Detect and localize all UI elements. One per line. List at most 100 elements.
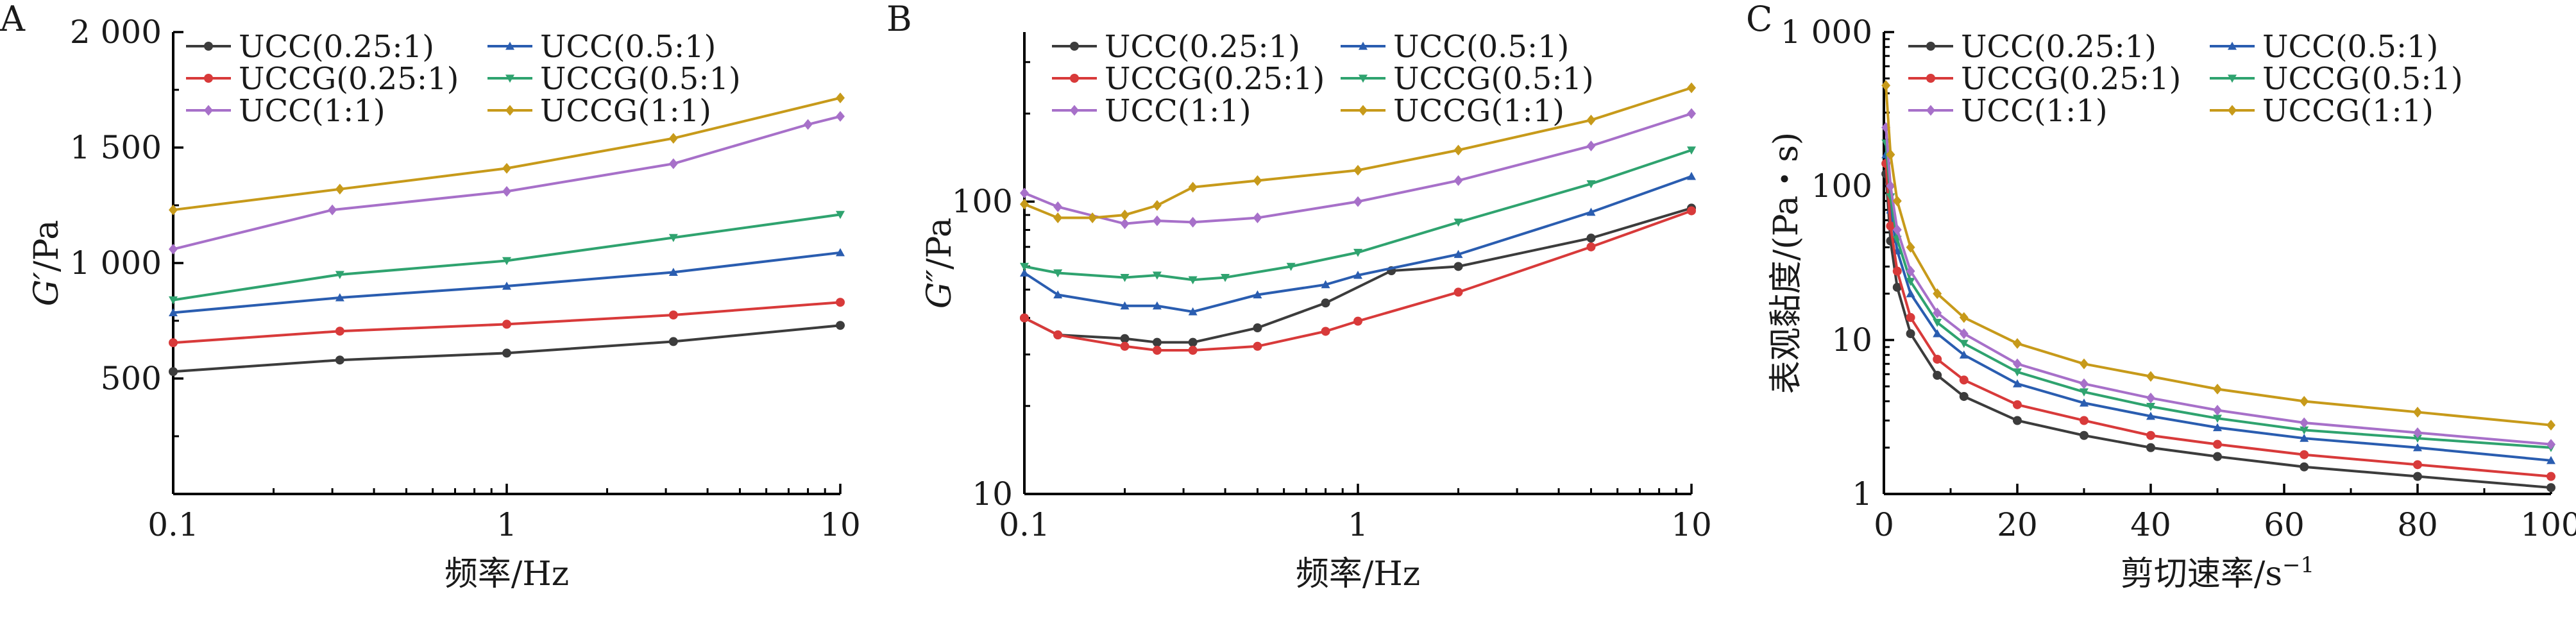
data-point-uccg-0-25-1-c xyxy=(2213,439,2222,449)
series-ucc-0-5-1-c xyxy=(1881,150,2555,464)
data-point-ucc-0-5-1-c xyxy=(2146,411,2155,420)
data-point-uccg-1-1-c xyxy=(2413,407,2422,418)
legend-b: UCC(0.25:1) UCC(0.5:1) UCCG(0.25:1) UCCG(0.… xyxy=(1052,29,1594,129)
data-point-uccg-0-25-1-b xyxy=(1120,341,1130,351)
legend-item-ucc-0-5-1-a: UCC(0.5:1) xyxy=(487,29,716,65)
x-tick-label-c: 20 xyxy=(1997,506,2038,543)
data-point-ucc-0-25-1-a xyxy=(668,337,678,346)
legend-label-c: UCCG(0.25:1) xyxy=(1961,61,2181,97)
data-point-ucc-1-1-b xyxy=(1188,217,1198,228)
data-point-ucc-1-1-c xyxy=(2300,417,2309,429)
data-point-uccg-0-25-1-c xyxy=(1906,312,1915,322)
data-point-ucc-1-1-c xyxy=(1933,307,1942,319)
data-point-ucc-0-25-1-b xyxy=(1321,298,1330,308)
data-point-uccg-0-5-1-b xyxy=(1120,273,1130,282)
data-point-ucc-1-1-b xyxy=(1353,196,1362,207)
x-tick-label-c: 60 xyxy=(2264,506,2305,543)
legend-marker-ucc-0-25-1-b xyxy=(1070,42,1079,51)
series-ucc-1-1-c xyxy=(1881,122,2555,450)
data-point-ucc-1-1-a xyxy=(668,158,678,169)
x-axis-title-c: 剪切速率/s−1 xyxy=(2121,552,2314,593)
data-point-uccg-0-25-1-b xyxy=(1687,206,1696,216)
data-point-ucc-0-5-1-b xyxy=(1253,290,1262,299)
legend-item-ucc-0-25-1-c: UCC(0.25:1) xyxy=(1908,29,2157,65)
data-point-ucc-1-1-c xyxy=(1959,328,1969,339)
data-point-ucc-0-5-1-b xyxy=(1687,171,1696,180)
legend-marker-uccg-0-5-1-a xyxy=(505,74,514,83)
data-point-uccg-0-5-1-b xyxy=(1586,180,1596,189)
data-point-ucc-1-1-b xyxy=(1586,140,1596,151)
data-point-ucc-1-1-c xyxy=(2213,405,2222,416)
series-uccg-1-1-c xyxy=(1881,80,2555,431)
data-point-uccg-0-5-1-b xyxy=(1152,271,1162,280)
legend-label-c: UCCG(0.5:1) xyxy=(2262,61,2463,97)
legend-marker-ucc-1-1-b xyxy=(1070,105,1079,116)
y-tick-label-c: 1 xyxy=(1852,475,1872,513)
data-point-ucc-0-25-1-c xyxy=(1959,391,1969,401)
x-axis-title-text-c: 剪切速率/s xyxy=(2121,555,2282,593)
data-point-ucc-0-25-1-b xyxy=(1453,262,1463,271)
data-point-uccg-0-25-1-b xyxy=(1020,313,1029,323)
data-point-uccg-0-25-1-c xyxy=(1959,375,1969,385)
data-point-ucc-0-5-1-b xyxy=(1020,268,1029,277)
x-tick-label-c: 100 xyxy=(2520,506,2576,543)
data-point-ucc-0-25-1-b xyxy=(1253,323,1262,333)
legend-label-a: UCC(0.5:1) xyxy=(540,29,716,65)
data-point-ucc-0-5-1-c xyxy=(2546,455,2555,464)
data-point-uccg-0-5-1-a xyxy=(668,234,678,242)
plot-area-c xyxy=(1881,80,2555,493)
data-point-uccg-0-5-1-a xyxy=(169,296,178,305)
legend-label-a: UCCG(1:1) xyxy=(540,93,711,129)
data-point-uccg-1-1-c xyxy=(1886,149,1895,160)
data-point-uccg-0-5-1-c xyxy=(2213,414,2222,423)
x-tick-label-a: 10 xyxy=(820,506,861,543)
data-point-uccg-0-5-1-b xyxy=(1353,248,1362,257)
plot-area-b xyxy=(1020,82,1696,355)
panel-b: B 0.1 1 10 10 100 频率/Hz G″/Pa UCC(0.25:1) UCC(0.5… xyxy=(886,0,1712,593)
legend-item-ucc-0-5-1-b: UCC(0.5:1) xyxy=(1341,29,1569,65)
data-point-uccg-0-5-1-b xyxy=(1286,262,1296,271)
data-point-ucc-0-25-1-b xyxy=(1152,337,1162,347)
data-point-ucc-0-25-1-c xyxy=(2213,452,2222,461)
legend-marker-uccg-0-25-1-a xyxy=(204,74,213,83)
data-point-ucc-1-1-c xyxy=(2080,378,2089,389)
data-point-ucc-1-1-b xyxy=(1152,215,1162,226)
data-point-ucc-1-1-b xyxy=(1053,201,1063,212)
legend-label-a: UCC(0.25:1) xyxy=(239,29,434,65)
data-point-uccg-0-25-1-a xyxy=(335,327,344,336)
legend-label-a: UCCG(0.5:1) xyxy=(540,61,741,97)
data-point-uccg-1-1-c xyxy=(1881,80,1891,91)
data-point-ucc-1-1-b xyxy=(1253,212,1262,223)
legend-a: UCC(0.25:1) UCC(0.5:1) UCCG(0.25:1) UCCG(0.… xyxy=(186,29,741,129)
legend-marker-uccg-1-1-a xyxy=(505,105,514,116)
data-point-ucc-1-1-a xyxy=(836,111,845,122)
data-point-uccg-0-25-1-b xyxy=(1586,242,1596,251)
data-point-uccg-1-1-b xyxy=(1152,200,1162,211)
data-point-uccg-1-1-c xyxy=(2546,420,2555,431)
data-point-uccg-0-25-1-b xyxy=(1253,341,1262,351)
legend-label-a: UCC(1:1) xyxy=(239,93,386,129)
legend-item-ucc-1-1-b: UCC(1:1) xyxy=(1052,93,1251,129)
legend-item-ucc-0-25-1-a: UCC(0.25:1) xyxy=(186,29,434,65)
legend-marker-ucc-0-5-1-c xyxy=(2228,42,2237,50)
legend-item-ucc-0-5-1-c: UCC(0.5:1) xyxy=(2210,29,2438,65)
x-tick-label-c: 40 xyxy=(2130,506,2171,543)
data-point-ucc-0-5-1-b xyxy=(1152,301,1162,310)
data-point-ucc-0-5-1-b xyxy=(1353,271,1362,279)
data-point-uccg-0-25-1-c xyxy=(2300,450,2309,459)
data-point-ucc-0-25-1-c xyxy=(2300,462,2309,472)
legend-marker-ucc-1-1-a xyxy=(204,105,213,116)
legend-item-uccg-1-1-c: UCCG(1:1) xyxy=(2210,93,2434,129)
data-point-ucc-0-5-1-c xyxy=(2013,379,2022,387)
data-point-uccg-1-1-c xyxy=(2080,358,2089,370)
data-point-ucc-1-1-c xyxy=(1906,266,1915,277)
y-axis-title-b: G″/Pa xyxy=(920,217,959,309)
data-point-uccg-0-5-1-b xyxy=(1020,262,1029,271)
data-point-uccg-1-1-b xyxy=(1687,82,1696,94)
legend-label-b: UCCG(0.25:1) xyxy=(1105,61,1325,97)
panel-a: A 0.1 1 10 500 1 000 1 500 2 000 频率/Hz G′/Pa UCC(0… xyxy=(0,0,861,593)
data-point-uccg-1-1-b xyxy=(1020,198,1029,210)
y-tick-label-b: 10 xyxy=(972,475,1013,513)
data-point-ucc-1-1-c xyxy=(2013,358,2022,370)
data-point-uccg-0-25-1-b xyxy=(1188,346,1198,355)
